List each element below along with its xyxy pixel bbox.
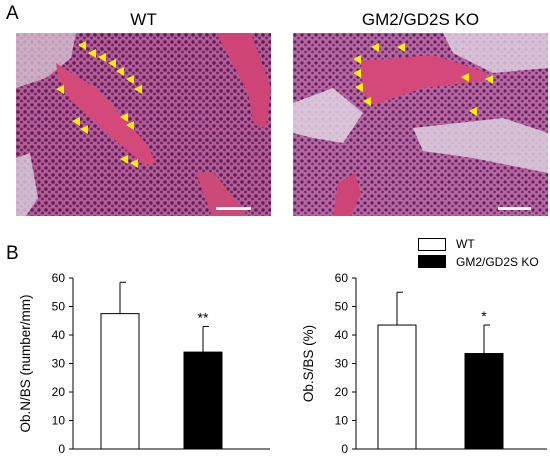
bar-wt (100, 313, 140, 450)
significance-label: * (481, 308, 487, 324)
chart-ob-s-bs: 0 10 20 30 40 50 60 Ob.S/BS (%) * (301, 271, 547, 456)
y-tick-label: 0 (58, 442, 65, 456)
legend: WT GM2/GD2S KO (418, 236, 548, 272)
legend-wt-label: WT (456, 237, 475, 251)
y-tick-label: 10 (335, 414, 349, 428)
ko-image-title: GM2/GD2S KO (361, 10, 480, 29)
y-tick-label: 60 (335, 271, 349, 285)
significance-label: ** (198, 309, 209, 325)
panel-b-label: B (6, 243, 19, 264)
y-tick-label: 20 (335, 385, 349, 399)
wt-arrowheads (56, 41, 142, 168)
y-tick-label: 10 (52, 414, 66, 428)
y-tick-label: 40 (335, 328, 349, 342)
chart-ob-n-bs: 0 10 20 30 40 50 60 Ob.N/BS (number/mm) ** (18, 271, 270, 456)
y-tick-label: 30 (52, 357, 66, 371)
bar-ko (464, 353, 504, 450)
y-tick-label: 0 (341, 442, 348, 456)
y-tick-label: 60 (52, 271, 66, 285)
y-tick-label: 40 (52, 328, 66, 342)
y-tick-label: 20 (52, 385, 66, 399)
bar-ko (183, 351, 223, 450)
y-tick-label: 50 (335, 300, 349, 314)
y-tick-label: 50 (52, 300, 66, 314)
ko-histology-image (293, 33, 548, 216)
y-axis-label: Ob.S/BS (%) (301, 325, 316, 402)
wt-histology-image (16, 33, 271, 216)
bar-wt (377, 324, 417, 450)
legend-wt-swatch (418, 238, 446, 251)
ko-arrowheads (353, 43, 493, 116)
legend-ko-label: GM2/GD2S KO (456, 255, 539, 269)
y-axis-label: Ob.N/BS (number/mm) (18, 294, 33, 432)
y-tick-label: 30 (335, 357, 349, 371)
panel-a-label: A (6, 3, 19, 24)
wt-image-title: WT (130, 10, 157, 29)
legend-ko-swatch (418, 255, 446, 268)
